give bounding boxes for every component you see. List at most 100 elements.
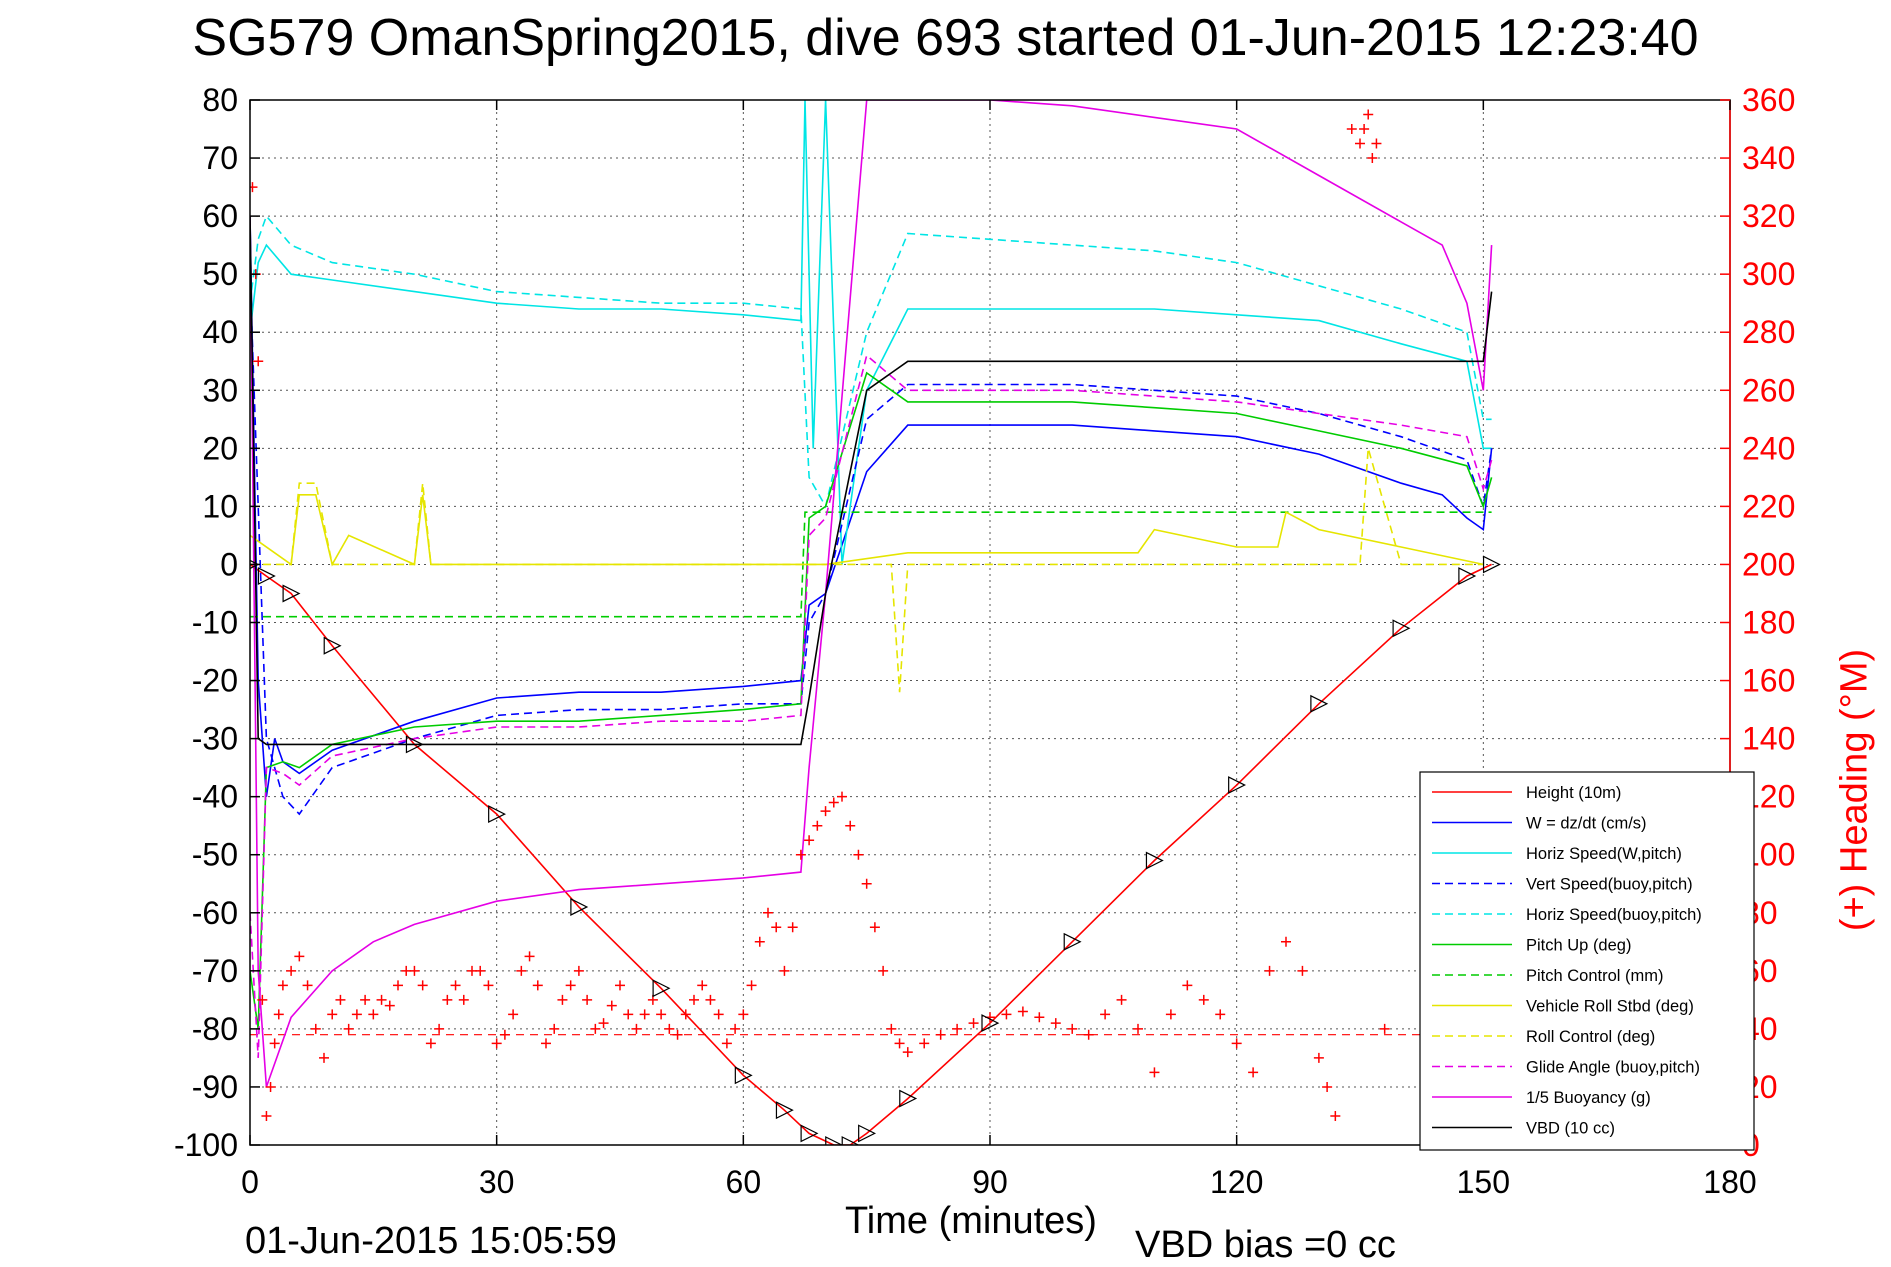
y-right-tick-label: 320 (1742, 198, 1795, 234)
heading-marker (804, 835, 815, 846)
heading-marker (1017, 1006, 1028, 1017)
heading-marker (894, 1038, 905, 1049)
y-right-tick-label: 220 (1742, 488, 1795, 524)
legend-box (1419, 771, 1755, 1151)
heading-marker (697, 980, 708, 991)
heading-marker (623, 1009, 634, 1020)
heading-marker (273, 1009, 284, 1020)
heading-marker (319, 1052, 329, 1063)
y-right-tick-label: 140 (1742, 721, 1795, 757)
heading-marker (1215, 1009, 1226, 1020)
heading-marker (1182, 980, 1193, 991)
vertex-marker (257, 567, 276, 586)
heading-marker (1050, 1018, 1061, 1029)
y-tick-label: 80 (202, 82, 238, 118)
y-right-tick-label: 200 (1742, 546, 1795, 582)
y-tick-label: 40 (202, 314, 238, 350)
vertex-marker (405, 735, 424, 754)
y-axis-right-label: (+) Heading (°M) (1833, 648, 1876, 932)
y-tick-label: -30 (192, 721, 238, 757)
y-tick-label: -80 (192, 1011, 238, 1047)
y-right-tick-label: 360 (1742, 82, 1795, 118)
heading-marker (1231, 1038, 1242, 1049)
vertex-marker (1310, 694, 1329, 713)
heading-marker (1346, 124, 1357, 135)
heading-marker (738, 1009, 749, 1020)
heading-marker (524, 951, 535, 962)
series-line-1 (250, 216, 1493, 797)
heading-marker (376, 994, 387, 1005)
heading-marker (869, 922, 880, 933)
vertex-marker (800, 1124, 819, 1143)
heading-marker (639, 1009, 650, 1020)
heading-marker (327, 1009, 338, 1020)
heading-marker (606, 1000, 617, 1011)
heading-marker (483, 980, 494, 991)
heading-marker (1083, 1029, 1094, 1040)
legend-entry-label: Vert Speed(buoy,pitch) (1526, 876, 1693, 894)
heading-marker (1367, 153, 1378, 164)
heading-marker (656, 1009, 667, 1020)
heading-marker (450, 980, 461, 991)
legend-entry-label: Horiz Speed(W,pitch) (1526, 845, 1682, 863)
vertex-marker (570, 898, 589, 916)
heading-marker (1355, 138, 1365, 149)
legend-entry-label: Glide Angle (buoy,pitch) (1526, 1059, 1700, 1077)
y-tick-label: 60 (202, 198, 238, 234)
y-right-tick-label: 280 (1742, 314, 1795, 350)
heading-marker (1359, 124, 1370, 135)
heading-marker (384, 1000, 395, 1011)
heading-marker (417, 980, 428, 991)
heading-marker (475, 965, 486, 976)
heading-marker (557, 994, 568, 1005)
heading-marker (861, 878, 872, 889)
vertex-marker (981, 1014, 1000, 1033)
heading-marker (598, 1018, 609, 1029)
heading-marker (878, 965, 889, 976)
heading-marker (689, 994, 699, 1005)
heading-marker (1100, 1009, 1111, 1020)
heading-marker (269, 1038, 280, 1049)
heading-marker (902, 1047, 913, 1058)
heading-marker (952, 1023, 963, 1034)
heading-marker (434, 1023, 445, 1034)
vertex-marker (858, 1124, 877, 1143)
heading-marker (250, 182, 258, 193)
vertex-marker (1063, 932, 1082, 951)
heading-marker (549, 1023, 560, 1034)
vertex-marker (825, 1136, 844, 1145)
heading-marker (779, 965, 790, 976)
heading-marker (393, 980, 403, 991)
heading-marker (257, 994, 268, 1005)
heading-marker (1281, 936, 1291, 947)
heading-marker (812, 820, 823, 831)
heading-marker (442, 994, 453, 1005)
y-right-tick-label: 240 (1742, 430, 1795, 466)
y-tick-label: 30 (202, 372, 238, 408)
y-tick-label: -10 (192, 605, 238, 641)
heading-marker (1264, 965, 1275, 976)
heading-marker (763, 907, 773, 918)
heading-marker (1149, 1067, 1160, 1078)
heading-marker (573, 965, 584, 976)
heading-marker (343, 1023, 354, 1034)
vertex-marker (1392, 619, 1411, 638)
vertex-marker (323, 636, 342, 655)
y-right-tick-label: 260 (1742, 372, 1795, 408)
legend-entry-label: Vehicle Roll Stbd (deg) (1526, 998, 1694, 1016)
heading-marker (1297, 965, 1308, 976)
legend-entry-label: Pitch Up (deg) (1526, 937, 1631, 955)
series-line-2 (250, 100, 1492, 565)
heading-marker (1379, 1023, 1390, 1034)
legend: Height (10m) W = dz/dt (cm/s) Horiz Speed(… (1419, 771, 1755, 1151)
heading-marker (919, 1038, 930, 1049)
legend-entry-label: Roll Control (deg) (1526, 1028, 1655, 1046)
x-tick-label: 120 (1210, 1164, 1263, 1200)
y-tick-label: 50 (202, 256, 238, 292)
y-right-tick-label: 180 (1742, 605, 1795, 641)
heading-marker (1034, 1012, 1045, 1023)
heading-marker (730, 1023, 741, 1034)
heading-marker (886, 1023, 897, 1034)
y-tick-label: -20 (192, 663, 238, 699)
